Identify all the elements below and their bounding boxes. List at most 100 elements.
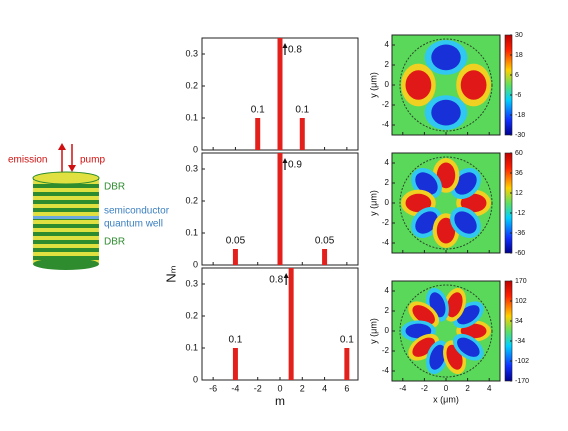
lobe	[460, 70, 487, 100]
dbr-bottom-label: DBR	[104, 237, 125, 248]
value-arrow-head	[282, 43, 288, 48]
y-tick-label: 0.2	[185, 80, 198, 90]
colorbar	[504, 152, 513, 254]
lobe	[415, 172, 438, 195]
lobe	[454, 172, 477, 195]
value-label: 0.1	[251, 105, 265, 116]
lobe	[457, 337, 480, 357]
colorbar-tick-label: 170	[515, 278, 527, 285]
colorbar-tick-label: 30	[515, 32, 523, 39]
lobe	[460, 193, 487, 213]
emission-arrow-head	[58, 143, 66, 150]
y-tick-label: 0	[193, 144, 198, 154]
quantum-well-layer	[33, 216, 99, 219]
bar	[255, 118, 261, 150]
lobe	[405, 70, 432, 100]
y-axis-label: y (μm)	[368, 190, 378, 216]
value-label: 0.05	[315, 236, 335, 247]
y-tick-label: 0.3	[185, 48, 198, 58]
bar	[322, 249, 328, 265]
y-tick-label: -4	[382, 238, 390, 247]
colorbar-tick-label: -60	[515, 250, 525, 257]
boundary	[399, 284, 493, 378]
device-diagram: emission pump DBR semiconductor quantum …	[8, 143, 170, 270]
x-tick-label: 0	[444, 384, 449, 393]
colorbar-tick-label: -18	[515, 112, 525, 119]
colorbar-tick-label: 18	[515, 52, 523, 59]
active-label: quantum well	[104, 219, 163, 230]
colorbar-tick-label: -6	[515, 92, 521, 99]
lobe	[431, 44, 461, 71]
y-tick-label: 2	[385, 60, 390, 69]
x-tick-label: -2	[254, 383, 262, 393]
cylinder-bottom	[33, 258, 99, 270]
boundary	[399, 38, 493, 132]
y-tick-label: -2	[382, 218, 390, 227]
colorbar-tick-label: -170	[515, 378, 529, 385]
value-label: 0.1	[228, 335, 242, 346]
y-tick-label: 0	[193, 259, 198, 269]
y-tick-label: -4	[382, 366, 390, 375]
pump-arrow-head	[68, 165, 76, 172]
x-tick-label: 4	[322, 383, 327, 393]
lobe	[405, 323, 432, 339]
bar	[232, 348, 238, 380]
x-tick-label: -6	[209, 383, 217, 393]
x-tick-label: -4	[399, 384, 407, 393]
y-axis-label: y (μm)	[368, 318, 378, 344]
y-tick-label: 4	[385, 40, 390, 49]
lobe	[436, 217, 456, 244]
y-tick-label: 0	[385, 80, 390, 89]
y-tick-label: 0	[385, 198, 390, 207]
field-map-panel: -4 -2 0 2 4 -4 -2 0 2 4 x (μm) y (μm) 170 102 34 -34 -10…	[368, 278, 529, 405]
y-tick-label: 0.3	[185, 278, 198, 288]
x-tick-label: 2	[300, 383, 305, 393]
y-tick-label: 2	[385, 306, 390, 315]
cylinder-top	[32, 171, 100, 185]
x-axis-label: m	[275, 394, 285, 408]
lobe	[405, 193, 432, 213]
colorbar-tick-label: -34	[515, 338, 525, 345]
colorbar-tick-label: -30	[515, 132, 525, 139]
bars	[232, 268, 350, 380]
y-tick-label: 0.2	[185, 195, 198, 205]
lobe	[454, 211, 477, 234]
y-tick-label: 0.2	[185, 310, 198, 320]
value-label: 0.05	[226, 236, 246, 247]
value-label: 0.9	[288, 160, 302, 171]
bar	[344, 348, 350, 380]
bar	[277, 153, 283, 265]
value-label: 0.1	[295, 105, 309, 116]
lobe	[431, 99, 461, 126]
bars	[255, 38, 305, 150]
y-tick-label: -4	[382, 120, 390, 129]
y-tick-label: 2	[385, 178, 390, 187]
y-axis-label: y (μm)	[368, 72, 378, 98]
pump-label: pump	[80, 155, 105, 166]
colorbar-tick-label: 34	[515, 318, 523, 325]
y-tick-label: 0	[193, 374, 198, 384]
bars	[232, 153, 328, 265]
x-tick-label: 6	[344, 383, 349, 393]
colorbar-tick-label: -36	[515, 230, 525, 237]
y-tick-label: 4	[385, 158, 390, 167]
bar	[288, 268, 294, 380]
boundary	[399, 156, 493, 250]
field-lobes	[401, 40, 491, 130]
x-tick-label: 4	[487, 384, 492, 393]
lobe	[412, 305, 435, 325]
emission-label: emission	[8, 155, 47, 166]
colorbar-tick-label: 6	[515, 72, 519, 79]
colorbar-tick-label: 102	[515, 298, 527, 305]
y-tick-label: 0.1	[185, 342, 198, 352]
value-label: 0.8	[288, 45, 302, 56]
bar-panel: 0 0.1 0.2 0.3 0.1 0.8 0.1	[185, 37, 359, 154]
lobe	[436, 162, 456, 189]
y-tick-label: 0	[385, 326, 390, 335]
x-tick-label: -4	[231, 383, 239, 393]
cylinder-body	[33, 178, 99, 264]
x-tick-label: -2	[421, 384, 429, 393]
lobe	[460, 323, 487, 339]
colorbar-tick-label: 12	[515, 190, 523, 197]
